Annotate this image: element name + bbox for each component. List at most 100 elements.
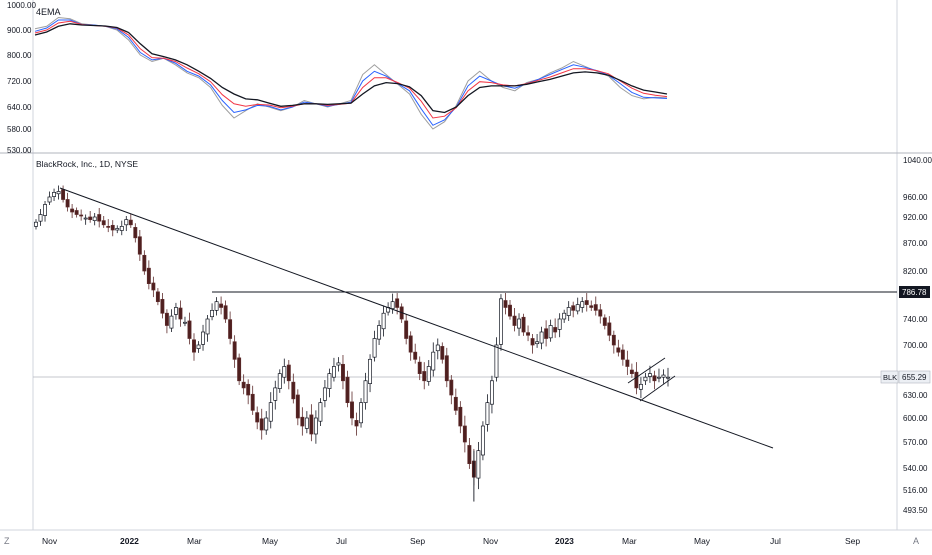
candle-body <box>192 339 196 353</box>
time-axis-label: Jul <box>336 536 347 546</box>
candle-body <box>124 219 129 226</box>
indicator-tick-label: 580.00 <box>7 125 32 134</box>
candle-body <box>137 236 142 255</box>
current-price-label: 655.29 <box>902 373 927 382</box>
candle-body <box>553 327 558 333</box>
candle-body <box>634 371 639 389</box>
candle-body <box>313 417 318 435</box>
candle-body <box>449 379 454 396</box>
price-tick-label: 600.00 <box>903 414 928 423</box>
candle-body <box>155 291 160 303</box>
candle-body <box>512 315 517 326</box>
candle-body <box>652 375 657 382</box>
symbol-box[interactable] <box>880 370 899 384</box>
candle-body <box>517 318 521 329</box>
candle-body <box>201 331 205 345</box>
candle-body <box>571 305 576 311</box>
candle-body <box>151 282 156 291</box>
candle-body <box>647 373 652 377</box>
candle-body <box>666 376 670 379</box>
candle-body <box>228 319 233 339</box>
candle-body <box>70 208 75 213</box>
candle-body <box>128 219 133 226</box>
price-tick-label: 960.00 <box>903 193 928 202</box>
ema-line-1 <box>34 16 668 130</box>
candle-body <box>476 450 481 479</box>
candle-body <box>318 402 323 422</box>
candle-body <box>368 358 373 384</box>
candles <box>34 185 670 502</box>
candle-body <box>607 322 612 336</box>
candle-body <box>404 320 409 339</box>
candle-body <box>435 344 440 352</box>
candle-body <box>521 316 526 333</box>
time-axis-label: Jul <box>770 536 781 546</box>
candle-body <box>106 226 111 228</box>
candle-body <box>489 380 494 405</box>
candle-body <box>535 341 540 345</box>
candle-body <box>354 420 359 427</box>
candle-body <box>61 189 66 200</box>
candle-body <box>426 366 431 382</box>
time-axis-label: Sep <box>410 536 425 546</box>
bottom-right-label[interactable]: A <box>913 536 919 546</box>
candle-body <box>119 226 124 231</box>
candle-body <box>160 299 165 314</box>
candle-body <box>372 338 377 358</box>
time-axis-label: Nov <box>42 536 58 546</box>
channel-upper-line[interactable] <box>627 357 666 384</box>
candle-body <box>467 445 472 465</box>
indicator-lines <box>34 16 668 130</box>
candle-body <box>413 351 418 360</box>
candle-body <box>196 344 201 349</box>
candle-body <box>544 328 549 339</box>
candle-body <box>205 318 210 335</box>
candle-body <box>462 425 467 443</box>
candle-body <box>557 318 562 330</box>
candle-body <box>638 383 643 390</box>
ema-line-4 <box>34 23 668 114</box>
candle-body <box>74 210 79 215</box>
resistance-price-label: 786.78 <box>902 288 927 297</box>
candle-body <box>417 361 422 374</box>
channel-lower-line[interactable] <box>639 375 676 402</box>
time-axis-label: Sep <box>845 536 860 546</box>
indicator-panel: 4EMA 1000.00 900.00 800.00 720.00 640.00 580.… <box>7 1 668 155</box>
candle-body <box>598 309 603 317</box>
price-title: BlackRock, Inc., 1D, NYSE <box>36 159 138 169</box>
candle-body <box>322 387 327 401</box>
indicator-tick-label: 1000.00 <box>7 1 36 10</box>
candle-body <box>250 393 255 411</box>
price-y-ticks: 1040.00 960.00 920.00 870.00 820.00 740.00 700… <box>903 156 932 515</box>
candle-body <box>444 355 449 382</box>
candle-body <box>255 412 260 423</box>
candle-body <box>133 227 138 239</box>
candle-body <box>508 304 512 317</box>
downtrend-line[interactable] <box>59 187 774 449</box>
candle-body <box>363 380 368 404</box>
candle-body <box>304 417 309 429</box>
candle-body <box>584 300 589 305</box>
candle-body <box>616 347 621 353</box>
candle-body <box>458 406 463 427</box>
candle-body <box>277 373 282 389</box>
candle-body <box>359 402 363 424</box>
bottom-left-label[interactable]: Z <box>4 536 10 546</box>
time-axis-label: 2022 <box>120 536 139 546</box>
candle-body <box>503 300 508 308</box>
candle-body <box>381 312 386 330</box>
price-tick-label: 920.00 <box>903 213 928 222</box>
candle-body <box>422 371 427 382</box>
candle-body <box>173 307 178 315</box>
indicator-tick-label: 900.00 <box>7 26 32 35</box>
price-tick-label: 493.50 <box>903 506 928 515</box>
candle-body <box>629 369 634 374</box>
candle-body <box>79 214 84 217</box>
price-tick-label: 516.00 <box>903 486 928 495</box>
resistance-price-label-bg <box>899 286 930 298</box>
candle-body <box>580 301 585 308</box>
candle-body <box>219 303 224 308</box>
candle-body <box>593 304 598 311</box>
candle-body <box>264 417 269 431</box>
